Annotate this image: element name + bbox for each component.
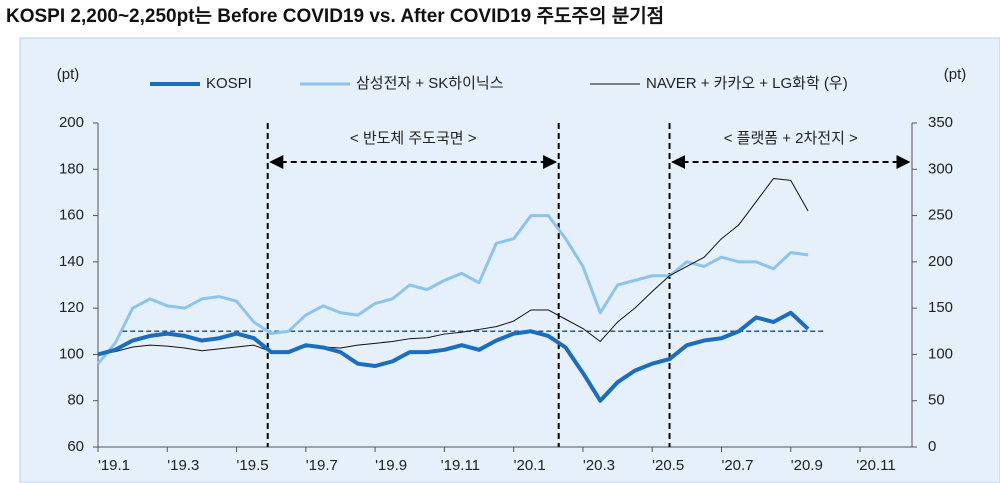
chart-background bbox=[19, 37, 1000, 483]
x-tick-label: '20.9 bbox=[791, 457, 823, 474]
annotation: < 반도체 주도국면 > bbox=[350, 130, 477, 147]
x-tick-label: '20.1 bbox=[514, 457, 546, 474]
chart-title: KOSPI 2,200~2,250pt는 Before COVID19 vs. … bbox=[6, 5, 664, 27]
y-tick-label: 60 bbox=[67, 438, 84, 455]
y-axis-label: (pt) bbox=[57, 66, 80, 83]
y-tick-label: 80 bbox=[67, 392, 84, 409]
legend-label: NAVER + 카카오 + LG화학 (우) bbox=[646, 75, 848, 92]
x-tick-label: '19.9 bbox=[375, 457, 407, 474]
x-tick-label: '20.7 bbox=[721, 457, 753, 474]
series-line bbox=[96, 214, 809, 365]
x-tick-label: '20.11 bbox=[856, 457, 895, 474]
annotation: < 플랫폼 + 2차전지 > bbox=[724, 130, 858, 147]
y2-tick-label: 50 bbox=[928, 392, 945, 409]
y2-tick-label: 250 bbox=[928, 207, 953, 224]
series-line bbox=[97, 178, 809, 355]
legend-label: 삼성전자 + SK하이닉스 bbox=[356, 75, 504, 92]
y-tick-label: 120 bbox=[59, 299, 84, 316]
y2-tick-label: 0 bbox=[928, 438, 936, 455]
y2-tick-label: 350 bbox=[928, 114, 953, 131]
x-tick-label: '19.5 bbox=[237, 457, 269, 474]
y2-tick-label: 150 bbox=[928, 299, 953, 316]
y2-tick-label: 200 bbox=[928, 253, 953, 270]
x-tick-label: '20.5 bbox=[652, 457, 684, 474]
y-tick-label: 200 bbox=[59, 114, 84, 131]
y2-axis-label: (pt) bbox=[944, 66, 967, 83]
series-line bbox=[97, 310, 810, 403]
x-tick-label: '19.1 bbox=[98, 457, 130, 474]
y2-tick-label: 100 bbox=[928, 345, 953, 362]
legend-label: KOSPI bbox=[206, 75, 252, 92]
y-tick-label: 140 bbox=[59, 253, 84, 270]
y2-tick-label: 300 bbox=[928, 160, 953, 177]
x-tick-label: '19.11 bbox=[441, 457, 480, 474]
x-tick-label: '19.7 bbox=[306, 457, 338, 474]
y-tick-label: 160 bbox=[59, 207, 84, 224]
y-tick-label: 100 bbox=[59, 345, 84, 362]
x-tick-label: '19.3 bbox=[167, 457, 199, 474]
y-tick-label: 180 bbox=[59, 160, 84, 177]
x-tick-label: '20.3 bbox=[583, 457, 615, 474]
